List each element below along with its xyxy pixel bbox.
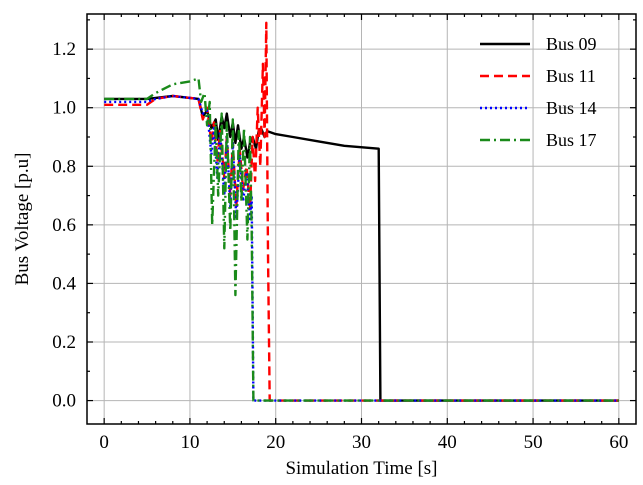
y-tick-label: 0.4: [52, 273, 76, 294]
legend-label: Bus 11: [546, 66, 596, 86]
legend-label: Bus 09: [546, 34, 597, 54]
legend-label: Bus 17: [546, 130, 597, 150]
legend-label: Bus 14: [546, 98, 597, 118]
y-tick-label: 0.6: [52, 215, 76, 236]
y-axis-title: Bus Voltage [p.u]: [12, 153, 33, 286]
y-tick-label: 0.8: [52, 156, 76, 177]
series-layer: [104, 21, 619, 402]
x-axis-title: Simulation Time [s]: [285, 458, 437, 479]
legend: Bus 09 Bus 11 Bus 14 Bus 17: [480, 34, 597, 150]
ticks: [87, 14, 636, 424]
x-tick-label: 30: [352, 432, 371, 453]
x-tick-label: 50: [524, 432, 543, 453]
x-tick-label: 20: [266, 432, 285, 453]
series-line-bus-17: [104, 77, 619, 402]
x-tick-label: 60: [609, 432, 628, 453]
tick-labels: 0 10 20 30 40 50 60 0.0 0.2 0.4 0.6 0.8 1.0 1.2: [52, 39, 628, 453]
y-tick-label: 1.0: [52, 98, 76, 119]
y-tick-label: 0.0: [52, 391, 76, 412]
x-tick-label: 40: [438, 432, 457, 453]
grid: [87, 14, 636, 424]
x-tick-label: 0: [99, 432, 109, 453]
y-tick-label: 0.2: [52, 332, 76, 353]
x-tick-label: 10: [180, 432, 199, 453]
y-tick-label: 1.2: [52, 39, 76, 60]
